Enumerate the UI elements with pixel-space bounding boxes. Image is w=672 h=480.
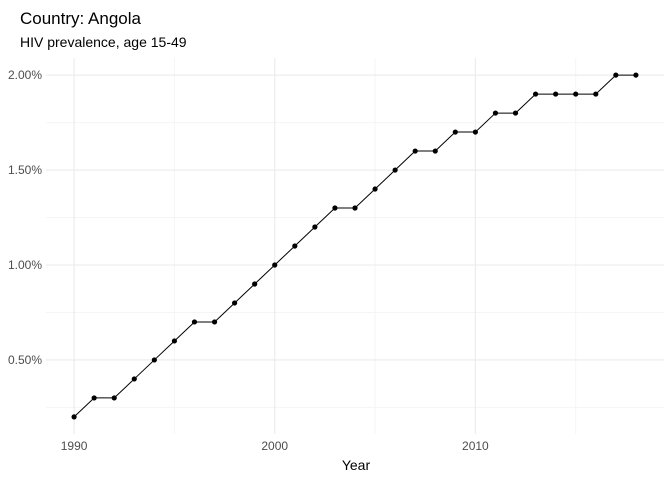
data-point [171,338,178,344]
x-axis-tick-labels: 1990 2000 2010 [61,439,489,453]
data-point [492,110,499,116]
chart-subtitle: HIV prevalence, age 15-49 [20,34,187,50]
y-tick-label: 2.00% [8,68,42,82]
data-point [392,167,398,173]
data-point [91,395,97,401]
data-point [272,262,278,268]
data-point [232,300,238,306]
data-point [573,91,579,97]
data-point [593,91,599,97]
data-point [191,319,198,325]
data-point [372,186,378,192]
data-point [131,376,137,382]
data-point [452,129,458,135]
data-point [252,281,258,287]
data-point [512,110,519,116]
data-point [412,148,418,154]
chart-title: Country: Angola [20,9,142,28]
data-point [312,224,318,230]
data-point [432,148,438,154]
x-tick-label: 2010 [462,439,489,453]
data-point [553,91,559,97]
x-axis-title: Year [342,457,371,473]
x-tick-label: 1990 [61,439,88,453]
data-point [332,205,338,211]
data-point [292,243,298,249]
data-point [211,319,218,325]
data-point [352,205,358,211]
series-line [73,74,636,418]
data-point [472,129,478,135]
grid-lines [46,58,664,434]
data-point [111,395,117,401]
data-point [633,72,639,78]
y-tick-label: 0.50% [8,353,42,367]
series-angola [71,72,639,420]
y-tick-label: 1.00% [8,258,42,272]
data-point [613,72,619,78]
data-point [532,91,539,97]
y-axis-tick-labels: 0.50% 1.00% 1.50% 2.00% [8,68,42,367]
y-tick-label: 1.50% [8,163,42,177]
x-tick-label: 2000 [261,439,288,453]
data-point [71,414,77,420]
data-point [151,357,157,363]
